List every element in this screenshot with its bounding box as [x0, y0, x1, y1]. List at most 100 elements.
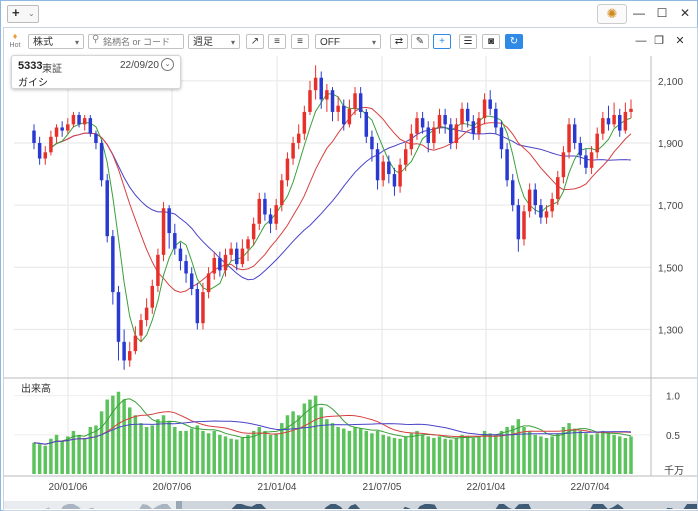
close-window-button[interactable]: ✕ — [679, 6, 691, 20]
volume-bar — [460, 434, 464, 474]
panel-restore-button[interactable]: ❐ — [654, 35, 664, 47]
gear-icon[interactable]: ✺ — [597, 4, 627, 24]
candle-body — [589, 152, 594, 168]
candle-body — [477, 118, 481, 134]
screenshot-button[interactable]: ◙ — [482, 34, 500, 49]
volume-bar — [122, 399, 126, 474]
volume-bar — [522, 427, 526, 474]
maximize-window-button[interactable]: ☐ — [656, 6, 668, 20]
candle-body — [381, 161, 385, 181]
candle-body — [246, 239, 250, 249]
volume-bar — [54, 434, 59, 474]
candle-body — [308, 90, 312, 112]
panel-minimize-button[interactable]: — — [635, 35, 647, 47]
settings-list-button[interactable]: ☰ — [459, 34, 477, 49]
volume-bar — [302, 403, 307, 474]
candle-body — [156, 254, 160, 286]
minimize-window-button[interactable]: — — [633, 6, 645, 20]
candle-body — [578, 142, 583, 156]
candle-body — [184, 261, 188, 274]
volume-bar — [139, 423, 143, 474]
period-select[interactable]: 週足 ▾ — [188, 34, 240, 49]
volume-bar — [60, 441, 64, 474]
candle-body — [437, 115, 442, 128]
volume-bar — [105, 399, 109, 474]
volume-bar — [595, 433, 599, 474]
indicator-select-value: OFF — [320, 37, 340, 48]
ma-long-line — [50, 127, 632, 281]
hot-indicator[interactable]: ♦ Hot — [7, 32, 23, 50]
volume-bar — [325, 419, 329, 474]
candle-body — [499, 127, 504, 150]
market-select-value: 株式 — [33, 37, 53, 48]
candle-body — [240, 248, 245, 265]
range-navigator[interactable] — [4, 501, 697, 509]
market-select[interactable]: 株式 ▾ — [28, 34, 84, 49]
candle-body — [488, 99, 492, 109]
volume-bar — [612, 434, 616, 474]
volume-bar — [505, 427, 509, 474]
date-tick-label: 22/07/04 — [571, 482, 610, 493]
candle-body — [201, 292, 205, 324]
shuffle-button[interactable]: ⇄ — [390, 34, 408, 49]
plus-icon: + — [12, 5, 20, 20]
candle-body — [533, 189, 538, 206]
candle-body — [561, 152, 566, 178]
volume-bar — [99, 411, 104, 474]
volume-bar — [477, 436, 481, 474]
search-box[interactable]: ⚲ — [88, 34, 184, 49]
candle-body — [623, 111, 628, 131]
search-icon: ⚲ — [92, 34, 100, 45]
volume-bar — [426, 436, 430, 474]
chevron-down-icon[interactable]: ⌄ — [161, 58, 174, 71]
volume-bar — [308, 399, 312, 474]
volume-bar — [111, 395, 115, 474]
volume-bar — [206, 433, 211, 474]
candle-body — [319, 77, 323, 100]
align-left-tool-button[interactable]: ≡ — [268, 34, 286, 49]
volume-tick-label: 0.5 — [666, 431, 680, 442]
volume-bar — [437, 436, 442, 474]
volume-bar — [544, 437, 549, 474]
add-chart-button[interactable]: + ⌄ — [7, 5, 39, 23]
volume-bar — [617, 436, 622, 474]
candle-body — [522, 211, 526, 240]
shuffle-icon: ⇄ — [394, 36, 404, 47]
refresh-icon: ↻ — [509, 36, 519, 47]
chart-area[interactable]: 2,100 1,900 1,700 1,500 1,300 20/01/06 20/07/0… — [4, 54, 697, 509]
volume-bar — [240, 437, 245, 474]
volume-title: 出来高 — [21, 382, 51, 395]
volume-bar — [178, 430, 183, 474]
volume-bar — [251, 430, 256, 474]
crosshair-tool-button[interactable]: + — [433, 34, 451, 49]
candle-body — [302, 111, 307, 134]
candle-body — [617, 115, 622, 131]
volume-bar — [347, 430, 352, 474]
volume-bar — [280, 423, 284, 474]
candle-body — [139, 320, 143, 336]
refresh-button[interactable]: ↻ — [505, 34, 523, 49]
candle-body — [601, 118, 605, 134]
volume-bar — [567, 423, 571, 474]
candle-body — [88, 118, 93, 134]
search-input[interactable] — [103, 35, 181, 48]
volume-bar — [223, 436, 228, 474]
volume-bar — [342, 428, 346, 474]
volume-bar — [167, 420, 171, 474]
candle-body — [206, 273, 211, 293]
candle-body — [189, 273, 194, 290]
volume-bar — [66, 436, 70, 474]
pen-tool-button[interactable]: ✎ — [411, 34, 429, 49]
navigator-handle — [176, 501, 182, 509]
align-right-tool-button[interactable]: ≡ — [291, 34, 309, 49]
trendline-tool-button[interactable]: ↗ — [246, 34, 264, 49]
price-candles — [32, 65, 633, 370]
indicator-select[interactable]: OFF ▾ — [315, 34, 381, 49]
volume-bar — [606, 433, 611, 474]
panel-close-button[interactable]: ✕ — [675, 35, 685, 47]
candle-body — [330, 90, 335, 112]
chart-panel: ♦ Hot 株式 ▾ ⚲ 週足 ▾ ↗ ≡ ≡ OFF ▾ ⇄ ✎ — [3, 27, 698, 511]
candle-body — [161, 208, 166, 255]
volume-bar — [71, 430, 76, 474]
